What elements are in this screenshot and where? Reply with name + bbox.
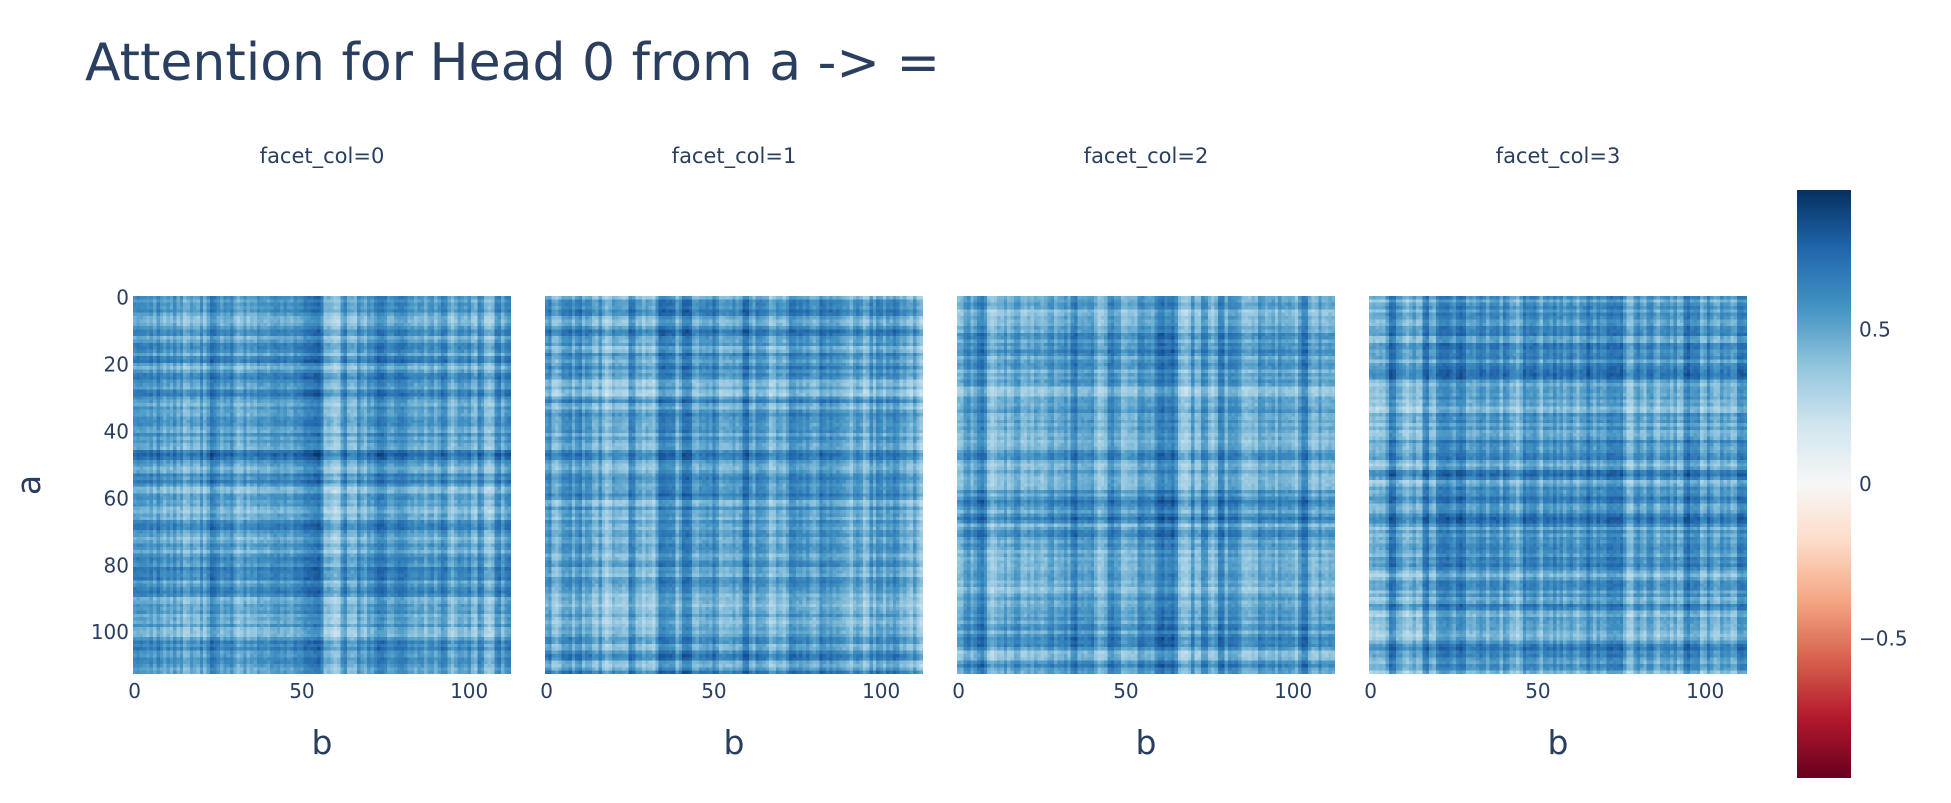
colorbar-tick-label: 0.5 bbox=[1859, 317, 1891, 341]
y-tick-label: 60 bbox=[104, 486, 129, 510]
y-tick-label: 40 bbox=[104, 419, 129, 443]
x-axis-ticks: 0 50 100 0 50 100 0 50 100 0 50 100 bbox=[128, 679, 1724, 703]
x-tick-label-2: 0 bbox=[952, 679, 965, 703]
x-tick-label-3: 50 bbox=[1525, 679, 1550, 703]
heatmap-cells-2 bbox=[957, 296, 1335, 674]
x-tick-label-3: 100 bbox=[1686, 679, 1724, 703]
x-axis-title-3: b bbox=[1548, 723, 1569, 762]
x-axis-title-1: b bbox=[724, 723, 745, 762]
y-tick-label: 20 bbox=[104, 353, 129, 377]
y-axis-title: a bbox=[9, 475, 48, 495]
x-tick-label-1: 0 bbox=[540, 679, 553, 703]
heatmap-panel-0 bbox=[133, 296, 511, 674]
heatmap-panel-2 bbox=[957, 296, 1335, 674]
y-tick-label: 100 bbox=[91, 620, 129, 644]
x-tick-label-0: 50 bbox=[289, 679, 314, 703]
colorbar bbox=[1797, 190, 1851, 778]
x-tick-label-0: 100 bbox=[450, 679, 488, 703]
facet-title-2: facet_col=2 bbox=[1084, 144, 1209, 169]
colorbar-tick-label: 0 bbox=[1859, 472, 1872, 496]
facet-title-3: facet_col=3 bbox=[1496, 144, 1621, 169]
colorbar-ticks: 0.5 0 −0.5 bbox=[1859, 317, 1908, 650]
y-axis-ticks: 0 20 40 60 80 100 bbox=[91, 286, 129, 645]
x-tick-label-2: 50 bbox=[1113, 679, 1138, 703]
x-axis-title-0: b bbox=[312, 723, 333, 762]
y-tick-label: 80 bbox=[104, 553, 129, 577]
facet-title-1: facet_col=1 bbox=[672, 144, 797, 169]
x-tick-label-2: 100 bbox=[1274, 679, 1312, 703]
heatmap-cells-1 bbox=[545, 296, 923, 674]
y-tick-label: 0 bbox=[116, 286, 129, 310]
x-tick-label-3: 0 bbox=[1364, 679, 1377, 703]
colorbar-tick-label: −0.5 bbox=[1859, 627, 1908, 651]
x-tick-label-1: 100 bbox=[862, 679, 900, 703]
heatmap-cells-0 bbox=[133, 296, 511, 674]
chart-title: Attention for Head 0 from a -> = bbox=[85, 33, 940, 93]
heatmap-cells-3 bbox=[1369, 296, 1747, 674]
x-tick-label-0: 0 bbox=[128, 679, 141, 703]
heatmap-panel-1 bbox=[545, 296, 923, 674]
facet-title-0: facet_col=0 bbox=[260, 144, 385, 169]
heatmap-panel-3 bbox=[1369, 296, 1747, 674]
x-tick-label-1: 50 bbox=[701, 679, 726, 703]
x-axis-title-2: b bbox=[1136, 723, 1157, 762]
